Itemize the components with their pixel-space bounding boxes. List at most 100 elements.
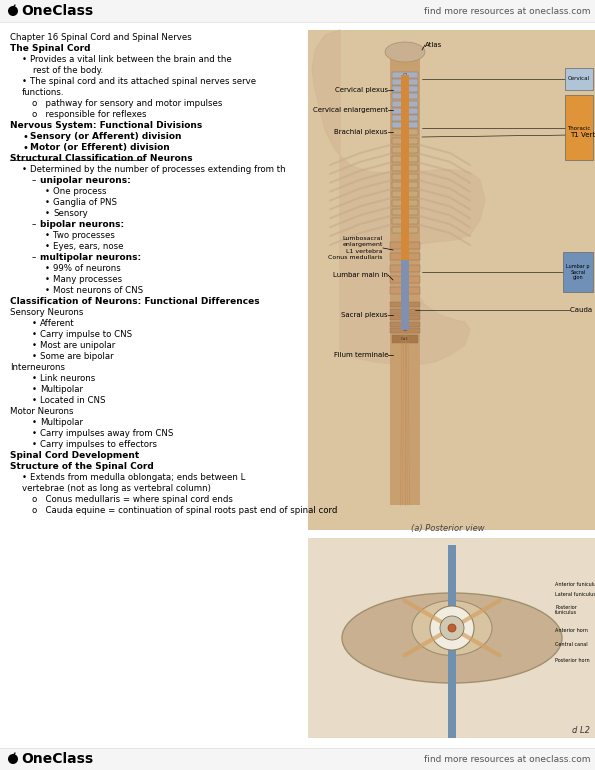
FancyBboxPatch shape xyxy=(392,335,418,343)
Text: The Spinal Cord: The Spinal Cord xyxy=(10,44,90,53)
Text: S1: S1 xyxy=(402,302,408,306)
Text: OneClass: OneClass xyxy=(21,752,93,766)
Text: (a) Posterior view: (a) Posterior view xyxy=(411,524,485,533)
Text: T5: T5 xyxy=(402,166,408,169)
FancyBboxPatch shape xyxy=(392,72,418,78)
Text: •: • xyxy=(32,440,37,449)
Text: Chapter 16 Spinal Cord and Spinal Nerves: Chapter 16 Spinal Cord and Spinal Nerves xyxy=(10,33,192,42)
Text: T11: T11 xyxy=(401,219,409,223)
Text: Sacral plexus: Sacral plexus xyxy=(342,312,388,318)
Text: find more resources at oneclass.com: find more resources at oneclass.com xyxy=(424,6,590,15)
Text: Posterior
funiculus: Posterior funiculus xyxy=(555,604,577,615)
FancyBboxPatch shape xyxy=(390,322,420,326)
Text: T4: T4 xyxy=(402,157,408,161)
FancyBboxPatch shape xyxy=(392,122,418,128)
Ellipse shape xyxy=(385,42,425,62)
Text: o   pathway for sensory and motor impulses: o pathway for sensory and motor impulses xyxy=(32,99,223,108)
Text: Structure of the Spinal Cord: Structure of the Spinal Cord xyxy=(10,462,154,471)
Text: •: • xyxy=(32,429,37,438)
Text: Spinal Cord Development: Spinal Cord Development xyxy=(10,451,139,460)
FancyBboxPatch shape xyxy=(392,93,418,99)
FancyBboxPatch shape xyxy=(390,315,420,320)
Text: •: • xyxy=(45,275,50,284)
Text: Lumbosacral
enlargement
L1 vertebra
Conus medullaris: Lumbosacral enlargement L1 vertebra Conu… xyxy=(328,236,383,259)
FancyBboxPatch shape xyxy=(448,545,456,630)
Text: Carry impulse to CNS: Carry impulse to CNS xyxy=(40,330,132,339)
Text: •: • xyxy=(45,187,50,196)
Text: Most are unipolar: Most are unipolar xyxy=(40,341,115,350)
Text: •: • xyxy=(22,132,28,142)
Text: T3: T3 xyxy=(402,148,408,152)
Text: Nervous System: Functional Divisions: Nervous System: Functional Divisions xyxy=(10,121,202,130)
Text: Posterior horn: Posterior horn xyxy=(555,658,590,662)
FancyBboxPatch shape xyxy=(0,0,595,22)
Text: Filum terminale: Filum terminale xyxy=(334,352,388,358)
Text: Cervical: Cervical xyxy=(568,76,590,82)
Polygon shape xyxy=(312,30,485,365)
Text: Motor Neurons: Motor Neurons xyxy=(10,407,74,416)
FancyBboxPatch shape xyxy=(390,309,420,313)
Text: Co1: Co1 xyxy=(401,337,409,341)
FancyBboxPatch shape xyxy=(392,182,418,189)
FancyBboxPatch shape xyxy=(392,218,418,224)
Text: L5: L5 xyxy=(403,288,408,292)
FancyBboxPatch shape xyxy=(392,209,418,215)
Text: T8: T8 xyxy=(402,192,408,196)
Text: Some are bipolar: Some are bipolar xyxy=(40,352,114,361)
Text: •: • xyxy=(32,319,37,328)
Text: •: • xyxy=(32,418,37,427)
Text: Carry impulses away from CNS: Carry impulses away from CNS xyxy=(40,429,173,438)
Text: Multipolar: Multipolar xyxy=(40,385,83,394)
Text: C8: C8 xyxy=(402,123,408,127)
Text: find more resources at oneclass.com: find more resources at oneclass.com xyxy=(424,755,590,764)
FancyBboxPatch shape xyxy=(390,328,420,333)
Text: Sensory Neurons: Sensory Neurons xyxy=(10,308,83,317)
Text: •: • xyxy=(45,198,50,207)
Text: •: • xyxy=(45,231,50,240)
Text: Many processes: Many processes xyxy=(53,275,122,284)
FancyBboxPatch shape xyxy=(390,50,420,505)
Circle shape xyxy=(8,6,18,16)
FancyBboxPatch shape xyxy=(392,86,418,92)
FancyBboxPatch shape xyxy=(392,129,418,135)
Text: •: • xyxy=(32,385,37,394)
FancyBboxPatch shape xyxy=(401,75,409,260)
Text: •: • xyxy=(45,264,50,273)
Text: functions.: functions. xyxy=(22,88,64,97)
Text: L4: L4 xyxy=(403,276,408,281)
FancyBboxPatch shape xyxy=(392,156,418,162)
FancyBboxPatch shape xyxy=(565,68,593,90)
FancyBboxPatch shape xyxy=(390,242,420,249)
Text: bipolar neurons:: bipolar neurons: xyxy=(40,220,124,229)
FancyBboxPatch shape xyxy=(448,642,456,738)
Text: T12: T12 xyxy=(401,228,409,232)
Text: Interneurons: Interneurons xyxy=(10,363,65,372)
Text: T6: T6 xyxy=(402,175,408,179)
Text: Link neurons: Link neurons xyxy=(40,374,95,383)
Text: T1 Vertebra: T1 Vertebra xyxy=(570,132,595,138)
Text: multipolar neurons:: multipolar neurons: xyxy=(40,253,141,262)
Text: •: • xyxy=(45,242,50,251)
FancyBboxPatch shape xyxy=(392,101,418,106)
Text: •: • xyxy=(32,352,37,361)
Text: •: • xyxy=(22,473,27,482)
Text: Sensory: Sensory xyxy=(53,209,87,218)
Text: Two processes: Two processes xyxy=(53,231,115,240)
FancyBboxPatch shape xyxy=(565,95,593,160)
FancyBboxPatch shape xyxy=(392,138,418,144)
Text: Cervical plexus: Cervical plexus xyxy=(335,87,388,93)
Circle shape xyxy=(440,616,464,640)
Text: C3: C3 xyxy=(402,87,408,92)
Text: Brachial plexus: Brachial plexus xyxy=(334,129,388,135)
Text: •: • xyxy=(32,341,37,350)
Text: Atlas: Atlas xyxy=(425,42,442,48)
Text: Carry impulses to effectors: Carry impulses to effectors xyxy=(40,440,157,449)
Text: Determined by the number of processes extending from th: Determined by the number of processes ex… xyxy=(30,165,286,174)
Text: T1: T1 xyxy=(402,130,408,134)
FancyBboxPatch shape xyxy=(392,200,418,206)
Text: T7: T7 xyxy=(402,183,408,187)
Text: The spinal cord and its attached spinal nerves serve: The spinal cord and its attached spinal … xyxy=(30,77,256,86)
FancyBboxPatch shape xyxy=(392,115,418,121)
Text: S4: S4 xyxy=(402,322,408,326)
FancyBboxPatch shape xyxy=(390,276,420,283)
